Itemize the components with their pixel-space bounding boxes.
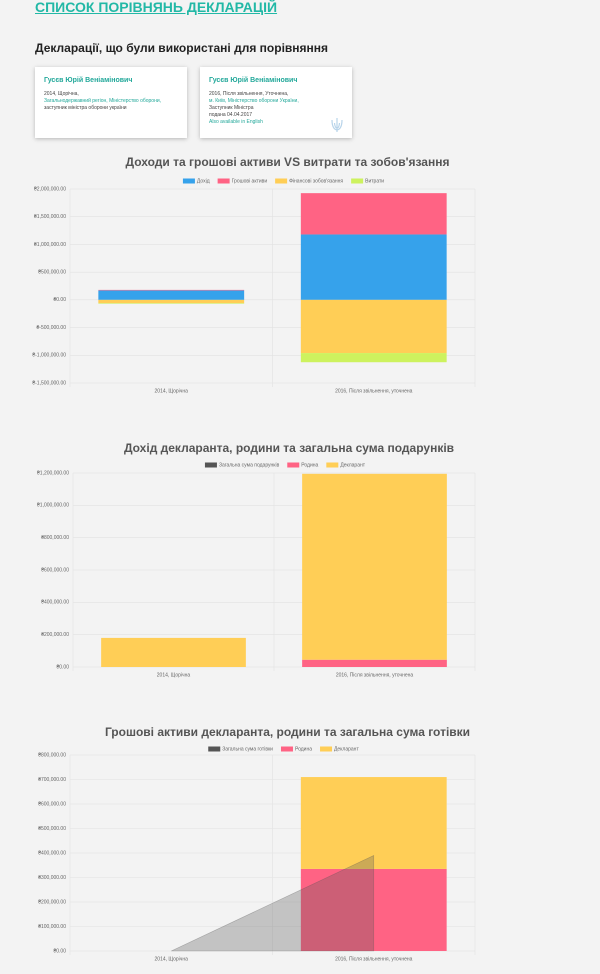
y-tick-label: ₴1,500,000.00 xyxy=(34,214,66,220)
y-tick-label: ₴100,000.00 xyxy=(38,924,66,930)
card-text: заступник міністра оборони україни xyxy=(44,105,127,111)
card-line: 2014, Щорічна, xyxy=(44,91,178,98)
bar xyxy=(302,659,447,667)
x-tick-label: 2016, Після звільнення, уточнена xyxy=(336,672,414,678)
y-tick-label: ₴1,000,000.00 xyxy=(34,242,66,248)
legend-label: Фінансові зобов'язання xyxy=(289,178,343,184)
x-tick-label: 2016, Після звільнення, уточнена xyxy=(335,388,413,394)
bar xyxy=(98,303,245,304)
y-tick-label: ₴1,000,000.00 xyxy=(37,503,69,509)
section-title: Декларації, що були використані для порі… xyxy=(35,41,329,55)
legend-swatch xyxy=(326,462,339,468)
y-tick-label: ₴300,000.00 xyxy=(38,875,66,881)
y-tick-label: ₴0.00 xyxy=(56,664,69,670)
declaration-card[interactable]: Гусєв Юрій Веніамінович 2016, Після звіл… xyxy=(200,67,352,138)
x-tick-label: 2014, Щорічна xyxy=(157,672,191,678)
area xyxy=(171,854,375,952)
card-text: 2014, Щорічна, xyxy=(44,91,79,97)
chart-title: Дохід декларанта, родини та загальна сум… xyxy=(124,441,454,455)
y-tick-label: ₴400,000.00 xyxy=(38,850,66,856)
y-tick-label: ₴800,000.00 xyxy=(38,752,66,758)
legend-swatch xyxy=(217,178,230,184)
y-tick-label: ₴500,000.00 xyxy=(38,269,66,275)
card-text: Заступник Міністра xyxy=(209,105,254,111)
y-tick-label: ₴600,000.00 xyxy=(38,801,66,807)
card-text: Міністерство оборони, xyxy=(109,98,162,104)
y-tick-label: ₴200,000.00 xyxy=(41,632,69,638)
card-name[interactable]: Гусєв Юрій Веніамінович xyxy=(44,77,133,84)
legend-label: Родина xyxy=(301,462,318,468)
bar xyxy=(300,299,447,354)
legend-swatch xyxy=(351,178,364,184)
bar xyxy=(300,234,447,300)
y-tick-label: ₴1,200,000.00 xyxy=(37,470,69,476)
card-text: Загальнодержавний регіон, xyxy=(44,98,108,104)
x-tick-label: 2014, Щорічна xyxy=(155,956,189,962)
chart-title: Грошові активи декларанта, родини та заг… xyxy=(105,725,470,739)
legend-swatch xyxy=(182,178,195,184)
bar xyxy=(300,777,447,869)
legend-label: Загальна сума готівки xyxy=(222,746,273,752)
page-title[interactable]: СПИСОК ПОРІВНЯНЬ ДЕКЛАРАЦІЙ xyxy=(35,0,278,15)
y-tick-label: ₴0.00 xyxy=(53,297,66,303)
card-line: Заступник Міністра xyxy=(209,105,343,112)
card-line: заступник міністра оборони україни xyxy=(44,105,178,112)
legend-label: Дохід xyxy=(197,178,210,184)
legend-swatch xyxy=(275,178,288,184)
legend-swatch xyxy=(208,746,221,752)
legend-swatch xyxy=(287,462,300,468)
card-line: Загальнодержавний регіон, Міністерство о… xyxy=(44,98,178,105)
bar xyxy=(300,868,447,951)
y-tick-label: ₴500,000.00 xyxy=(38,826,66,832)
y-tick-label: ₴600,000.00 xyxy=(41,567,69,573)
bar xyxy=(101,637,246,667)
bar xyxy=(98,299,245,304)
y-tick-label: ₴2,000,000.00 xyxy=(34,186,66,192)
x-tick-label: 2016, Після звільнення, уточнена xyxy=(335,956,413,962)
legend-label: Декларант xyxy=(334,746,359,752)
legend-label: Декларант xyxy=(340,462,365,468)
card-line: м. Київ, Міністерство оборони України, xyxy=(209,98,343,105)
y-tick-label: ₴-500,000.00 xyxy=(37,325,67,331)
x-tick-label: 2014, Щорічна xyxy=(155,388,189,394)
y-tick-label: ₴400,000.00 xyxy=(41,600,69,606)
y-tick-label: ₴-1,500,000.00 xyxy=(32,380,66,386)
bar xyxy=(98,289,245,291)
y-tick-label: ₴700,000.00 xyxy=(38,777,66,783)
y-tick-label: ₴-1,000,000.00 xyxy=(32,353,66,359)
y-tick-label: ₴200,000.00 xyxy=(38,899,66,905)
card-line: подана 04.04.2017 xyxy=(209,112,343,119)
card-line: 2016, Після звільнення, Уточнена, xyxy=(209,91,343,98)
legend-label: Родина xyxy=(295,746,312,752)
declaration-card[interactable]: Гусєв Юрій Веніамінович 2014, Щорічна, З… xyxy=(35,67,187,138)
trident-icon xyxy=(331,118,343,132)
bar xyxy=(302,473,447,660)
bar xyxy=(300,353,447,363)
card-text: м. Київ, xyxy=(209,98,227,104)
card-name[interactable]: Гусєв Юрій Веніамінович xyxy=(209,77,298,84)
card-text: 2016, Після звільнення, Уточнена, xyxy=(209,91,289,97)
card-line: Also available in English xyxy=(209,119,343,126)
card-link[interactable]: Also available in English xyxy=(209,119,263,125)
bar xyxy=(98,290,245,300)
y-tick-label: ₴0.00 xyxy=(53,948,66,954)
card-text: Міністерство оборони України, xyxy=(227,98,299,104)
bar xyxy=(300,193,447,235)
legend-label: Загальна сума подарунків xyxy=(219,462,280,468)
legend-swatch xyxy=(204,462,217,468)
card-text: подана 04.04.2017 xyxy=(209,112,253,118)
chart-title: Доходи та грошові активи VS витрати та з… xyxy=(126,155,450,169)
y-tick-label: ₴800,000.00 xyxy=(41,535,69,541)
legend-swatch xyxy=(320,746,333,752)
legend-label: Витрати xyxy=(365,178,384,184)
legend-label: Грошові активи xyxy=(232,178,268,184)
legend-swatch xyxy=(280,746,293,752)
